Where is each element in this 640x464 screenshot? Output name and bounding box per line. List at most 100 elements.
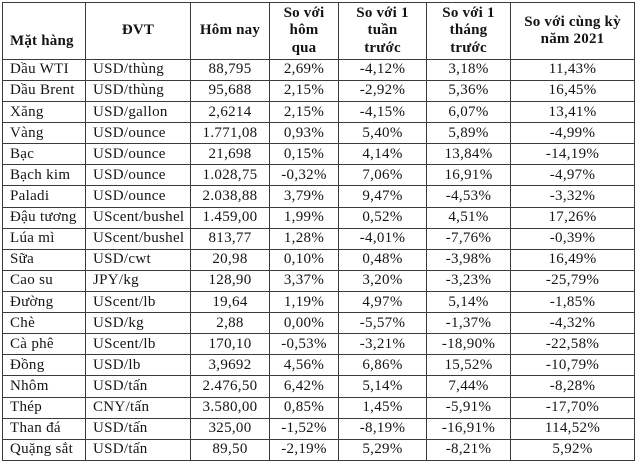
- cell-vs_yesterday: 1,19%: [269, 290, 339, 314]
- table-row: Đồng USD/lb 3,9692 4,56% 6,86% 15,52% -10,79%: [2, 354, 635, 377]
- cell-today: 2.038,88: [190, 185, 270, 208]
- cell-vs_1_week: -4,15%: [338, 100, 427, 124]
- cell-vs_yesterday: 2,15%: [269, 100, 339, 124]
- table-row: Dầu WTI USD/thùng 88,795 2,69% -4,12% 3,18% 11…: [2, 58, 635, 81]
- cell-commodity: Xăng: [2, 100, 86, 124]
- table-row: Bạc USD/ounce 21,698 0,15% 4,14% 13,84% -14,19…: [2, 143, 635, 166]
- cell-vs_1_week: 1,45%: [338, 396, 427, 419]
- cell-unit: UScent/lb: [85, 333, 191, 356]
- column-header-vs_1_week: So với 1 tuần trước: [338, 2, 427, 60]
- cell-today: 170,10: [190, 333, 270, 356]
- cell-vs_1_month: 5,89%: [426, 122, 511, 145]
- cell-vs_1_week: 4,14%: [338, 143, 427, 166]
- column-header-today: Hôm nay: [190, 2, 270, 60]
- cell-vs_2021: 17,26%: [510, 206, 635, 229]
- cell-unit: UScent/bushel: [85, 227, 191, 250]
- cell-vs_1_month: -1,37%: [426, 312, 511, 335]
- cell-vs_1_week: -4,01%: [338, 227, 427, 250]
- cell-vs_1_month: -8,21%: [426, 438, 511, 462]
- cell-unit: USD/gallon: [85, 100, 191, 124]
- table-row: Than đá USD/tấn 325,00 -1,52% -8,19% -16,91% 1…: [2, 417, 635, 440]
- cell-vs_yesterday: 3,37%: [269, 269, 339, 292]
- cell-unit: UScent/bushel: [85, 206, 191, 229]
- cell-commodity: Quặng sắt: [2, 438, 86, 462]
- cell-today: 20,98: [190, 248, 270, 271]
- table-row: Cà phê UScent/lb 170,10 -0,53% -3,21% -18,90%…: [2, 333, 635, 356]
- cell-vs_2021: -3,32%: [510, 185, 635, 208]
- cell-vs_1_month: -7,76%: [426, 227, 511, 250]
- cell-unit: UScent/lb: [85, 290, 191, 314]
- cell-vs_1_month: 4,51%: [426, 206, 511, 229]
- cell-vs_1_week: -2,92%: [338, 79, 427, 102]
- cell-vs_1_month: 16,91%: [426, 164, 511, 187]
- cell-vs_1_week: 0,52%: [338, 206, 427, 229]
- cell-vs_1_week: 5,29%: [338, 438, 427, 462]
- cell-vs_2021: -4,99%: [510, 122, 635, 145]
- cell-vs_2021: 13,41%: [510, 100, 635, 124]
- cell-unit: USD/ounce: [85, 185, 191, 208]
- header-row: Mặt hàng ĐVT Hôm nay So với hôm qua So với 1…: [2, 2, 635, 60]
- cell-unit: USD/thùng: [85, 79, 191, 102]
- cell-vs_1_week: 5,14%: [338, 375, 427, 398]
- cell-today: 21,698: [190, 143, 270, 166]
- table-row: Quặng sắt USD/tấn 89,50 -2,19% 5,29% -8,21% 5,…: [2, 438, 635, 462]
- cell-vs_2021: -22,58%: [510, 333, 635, 356]
- cell-today: 1.028,75: [190, 164, 270, 187]
- cell-vs_yesterday: 0,93%: [269, 122, 339, 145]
- cell-today: 3,9692: [190, 354, 270, 377]
- cell-vs_1_week: 3,20%: [338, 269, 427, 292]
- cell-vs_yesterday: 0,10%: [269, 248, 339, 271]
- cell-unit: USD/tấn: [85, 417, 191, 440]
- cell-vs_1_week: 4,97%: [338, 290, 427, 314]
- table-body: Dầu WTI USD/thùng 88,795 2,69% -4,12% 3,18% 11…: [2, 58, 635, 462]
- cell-unit: USD/ounce: [85, 164, 191, 187]
- column-header-vs_2021: So với cùng kỳ năm 2021: [510, 2, 635, 60]
- cell-vs_1_month: -3,98%: [426, 248, 511, 271]
- cell-today: 1.459,00: [190, 206, 270, 229]
- cell-today: 325,00: [190, 417, 270, 440]
- cell-vs_2021: -0,39%: [510, 227, 635, 250]
- cell-vs_yesterday: 2,15%: [269, 79, 339, 102]
- cell-unit: USD/lb: [85, 354, 191, 377]
- cell-commodity: Chè: [2, 312, 86, 335]
- column-header-vs_yesterday: So với hôm qua: [269, 2, 339, 60]
- cell-vs_yesterday: -1,52%: [269, 417, 339, 440]
- cell-vs_yesterday: 4,56%: [269, 354, 339, 377]
- cell-vs_1_week: -8,19%: [338, 417, 427, 440]
- cell-commodity: Đậu tương: [2, 206, 86, 229]
- cell-vs_2021: -8,28%: [510, 375, 635, 398]
- cell-commodity: Đường: [2, 290, 86, 314]
- column-header-vs_1_month: So với 1 tháng trước: [426, 2, 511, 60]
- cell-unit: JPY/kg: [85, 269, 191, 292]
- cell-vs_yesterday: 1,28%: [269, 227, 339, 250]
- cell-vs_yesterday: -0,32%: [269, 164, 339, 187]
- cell-vs_1_month: 5,14%: [426, 290, 511, 314]
- cell-vs_2021: 114,52%: [510, 417, 635, 440]
- cell-commodity: Paladi: [2, 185, 86, 208]
- cell-today: 128,90: [190, 269, 270, 292]
- table-row: Bạch kim USD/ounce 1.028,75 -0,32% 7,06% 16,9…: [2, 164, 635, 187]
- cell-vs_1_month: -3,23%: [426, 269, 511, 292]
- cell-unit: USD/kg: [85, 312, 191, 335]
- cell-vs_1_month: -18,90%: [426, 333, 511, 356]
- table-row: Sữa USD/cwt 20,98 0,10% 0,48% -3,98% 16,49%: [2, 248, 635, 271]
- cell-vs_1_month: 13,84%: [426, 143, 511, 166]
- cell-today: 2.476,50: [190, 375, 270, 398]
- cell-today: 2,88: [190, 312, 270, 335]
- cell-vs_2021: 16,49%: [510, 248, 635, 271]
- cell-commodity: Vàng: [2, 122, 86, 145]
- cell-today: 95,688: [190, 79, 270, 102]
- cell-vs_yesterday: 6,42%: [269, 375, 339, 398]
- cell-commodity: Lúa mì: [2, 227, 86, 250]
- table-row: Nhôm USD/tấn 2.476,50 6,42% 5,14% 7,44% -8,28%: [2, 375, 635, 398]
- cell-vs_2021: -17,70%: [510, 396, 635, 419]
- table-row: Thép CNY/tấn 3.580,00 0,85% 1,45% -5,91% -17,7…: [2, 396, 635, 419]
- cell-vs_yesterday: 3,79%: [269, 185, 339, 208]
- cell-vs_2021: -4,32%: [510, 312, 635, 335]
- cell-vs_2021: -25,79%: [510, 269, 635, 292]
- cell-vs_1_week: -3,21%: [338, 333, 427, 356]
- cell-vs_1_month: 7,44%: [426, 375, 511, 398]
- cell-commodity: Bạch kim: [2, 164, 86, 187]
- table-row: Chè USD/kg 2,88 0,00% -5,57% -1,37% -4,32%: [2, 312, 635, 335]
